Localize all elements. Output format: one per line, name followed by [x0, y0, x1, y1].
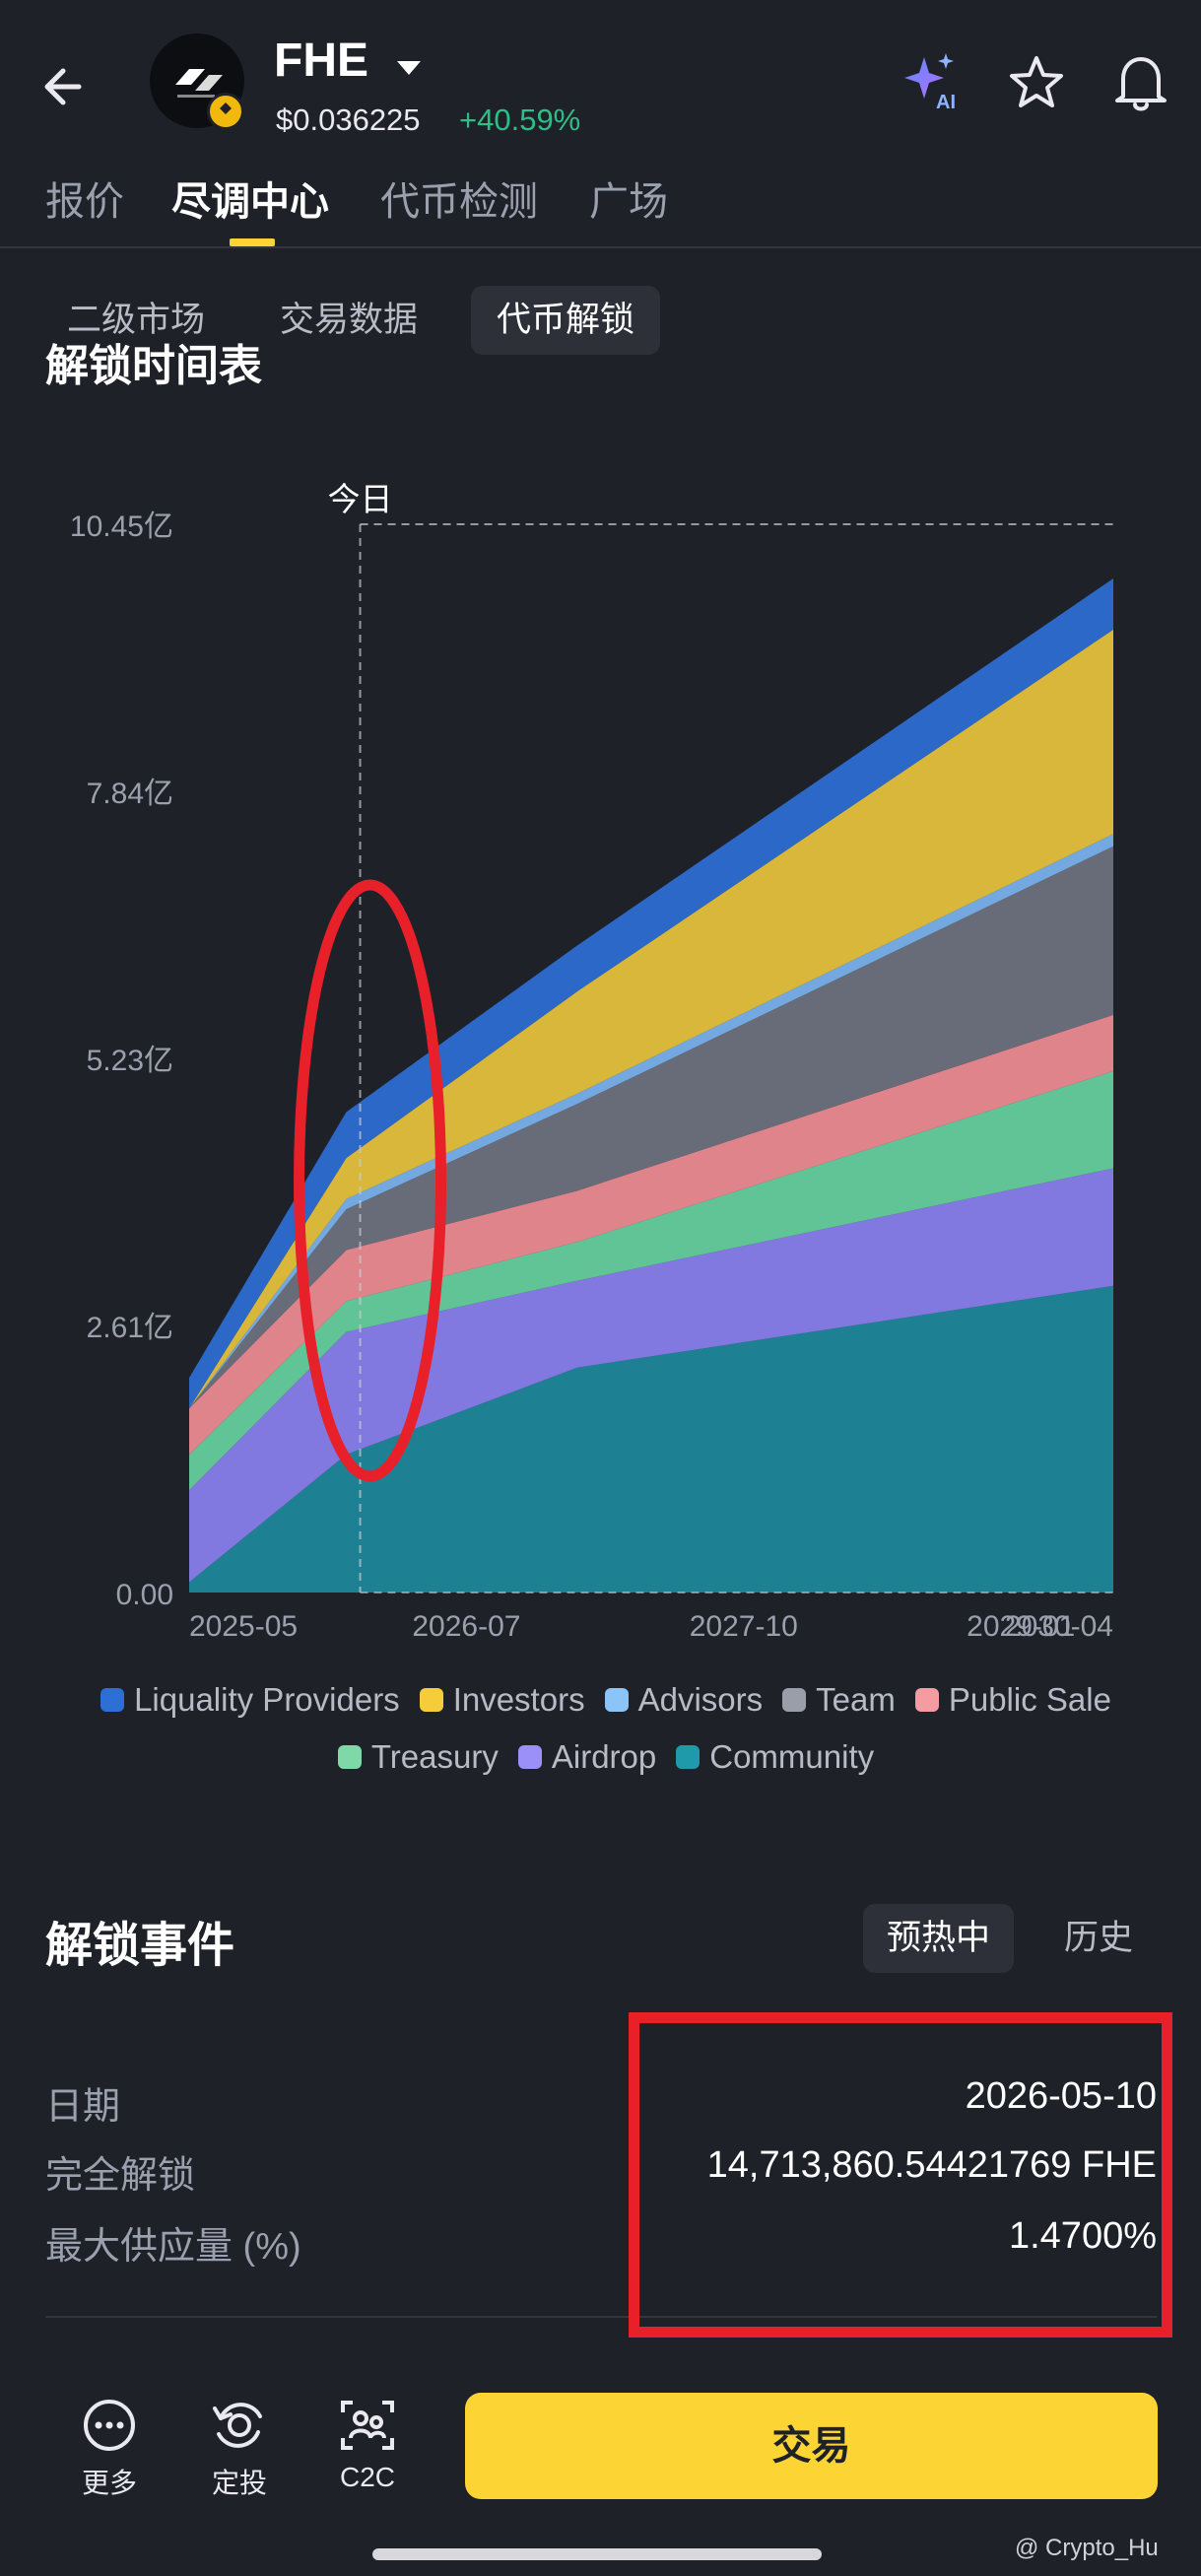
back-arrow-icon[interactable] [39, 57, 99, 116]
bottom-action-bar: 更多 定投 C2C [0, 2375, 1201, 2576]
y-tick-label: 2.61亿 [87, 1312, 173, 1344]
legend-swatch [419, 1688, 443, 1712]
c2c-label: C2C [339, 2462, 395, 2492]
x-tick-label: 2030-04 [1005, 1610, 1113, 1643]
chart-legend: Liquality Providers Investors Advisors Team… [39, 1681, 1172, 1796]
unlock-schedule-title: 解锁时间表 [45, 342, 262, 390]
c2c-users-icon [341, 2401, 394, 2450]
legend-item[interactable]: Team [782, 1681, 896, 1719]
y-tick-label: 5.23亿 [87, 1045, 173, 1077]
home-indicator [372, 2548, 822, 2560]
area-team [189, 846, 1113, 1409]
legend-label: Airdrop [551, 1738, 657, 1775]
tab-token-check[interactable]: 代币检测 [380, 180, 538, 224]
filter-history-button[interactable]: 历史 [1064, 1919, 1134, 1957]
legend-label: Advisors [637, 1681, 764, 1718]
x-tick-label: 2025-05 [189, 1610, 298, 1643]
y-tick-label: 0.00 [116, 1579, 173, 1611]
token-symbol[interactable]: FHE [274, 34, 368, 87]
legend-swatch [337, 1745, 362, 1769]
token-logo [150, 34, 244, 128]
date-label: 日期 [45, 2086, 121, 2128]
chain-badge-icon [207, 93, 244, 130]
legend-row: Liquality Providers Investors Advisors Team… [39, 1681, 1172, 1719]
legend-item[interactable]: Investors [419, 1681, 585, 1719]
full-unlock-value: 14,713,860.54421769 FHE [706, 2144, 1157, 2186]
price-change: +40.59% [459, 102, 581, 137]
active-tab-indicator [230, 238, 275, 246]
subtab-secondary-market[interactable]: 二级市场 [67, 301, 206, 339]
legend-item[interactable]: Advisors [604, 1681, 764, 1719]
filter-upcoming-button[interactable]: 预热中 [863, 1904, 1015, 1973]
legend-label: Treasury [370, 1738, 499, 1775]
main-tabs: 报价 尽调中心 代币检测 广场 [0, 158, 1201, 248]
legend-item[interactable]: Treasury [337, 1738, 499, 1776]
tab-square[interactable]: 广场 [589, 180, 668, 224]
area-airdrop [189, 1168, 1113, 1583]
x-tick-label: 2029-01 [967, 1610, 1075, 1643]
subtab-token-unlock[interactable]: 代币解锁 [471, 286, 661, 355]
highlight-box-annotation [629, 2012, 1172, 2338]
max-supply-label: 最大供应量 (%) [45, 2226, 301, 2268]
area-treasury [189, 1070, 1113, 1491]
highlight-ellipse-annotation [294, 879, 447, 1482]
legend-swatch [914, 1688, 939, 1712]
recurring-buy-icon [213, 2403, 262, 2448]
legend-swatch [517, 1745, 542, 1769]
dca-button[interactable]: 定投 [195, 2397, 284, 2501]
max-supply-value: 1.4700% [1008, 2215, 1157, 2257]
more-label: 更多 [81, 2468, 137, 2498]
star-favorite-icon[interactable] [1007, 53, 1066, 112]
x-tick-label: 2027-10 [690, 1610, 798, 1643]
legend-swatch [676, 1745, 701, 1769]
legend-item[interactable]: Airdrop [517, 1738, 657, 1776]
section-divider [45, 2316, 1157, 2318]
legend-item[interactable]: Public Sale [914, 1681, 1111, 1719]
unlock-schedule-chart: 0.00 2.61亿 5.23亿 7.84亿 10.45亿 今日 2025-05 2026-0… [70, 481, 1113, 1643]
tab-due-diligence[interactable]: 尽调中心 [171, 180, 329, 224]
watermark: @ Crypto_Hu [1015, 2535, 1159, 2561]
legend-item[interactable]: Liquality Providers [100, 1681, 400, 1719]
tab-quote[interactable]: 报价 [45, 180, 124, 224]
legend-label: Liquality Providers [134, 1681, 400, 1718]
legend-label: Investors [452, 1681, 585, 1718]
legend-label: Team [816, 1681, 896, 1718]
legend-label: Public Sale [948, 1681, 1111, 1718]
ai-sparkle-icon[interactable]: AI [902, 49, 966, 112]
subtab-trade-data[interactable]: 交易数据 [280, 301, 419, 339]
legend-swatch [782, 1688, 807, 1712]
token-price: $0.036225 [276, 102, 421, 137]
unlock-events-title: 解锁事件 [45, 1920, 235, 1972]
dca-label: 定投 [211, 2468, 267, 2498]
legend-item[interactable]: Community [676, 1738, 874, 1776]
date-value: 2026-05-10 [965, 2075, 1157, 2117]
legend-swatch [100, 1688, 125, 1712]
c2c-button[interactable]: C2C [323, 2397, 412, 2493]
ai-label: AI [936, 92, 956, 112]
legend-swatch [604, 1688, 629, 1712]
area-liquality-providers [189, 577, 1113, 1409]
x-tick-label: 2026-07 [412, 1610, 520, 1643]
today-marker-label: 今日 [328, 481, 393, 517]
more-dots-icon [84, 2400, 135, 2451]
area-public-sale [189, 1014, 1113, 1455]
chevron-down-icon[interactable] [394, 53, 424, 83]
full-unlock-label: 完全解锁 [45, 2155, 196, 2197]
bell-notification-icon[interactable] [1111, 51, 1170, 114]
legend-label: Community [709, 1738, 875, 1775]
more-button[interactable]: 更多 [65, 2397, 154, 2501]
y-tick-label: 10.45亿 [70, 510, 173, 543]
trade-button[interactable]: 交易 [465, 2393, 1158, 2499]
area-investors [189, 629, 1113, 1409]
area-community [189, 1285, 1113, 1593]
y-tick-label: 7.84亿 [87, 778, 173, 810]
legend-row: Treasury Airdrop Community [39, 1738, 1172, 1776]
